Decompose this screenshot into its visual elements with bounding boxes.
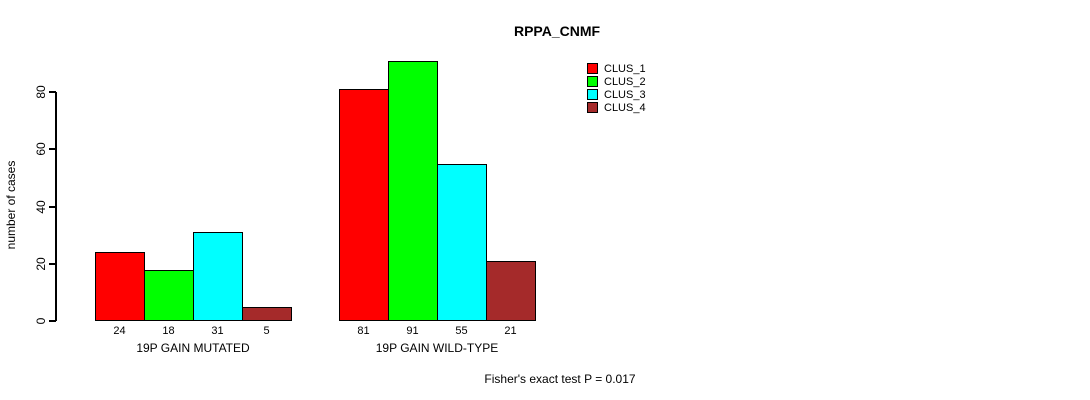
legend-label: CLUS_1 [604, 62, 646, 75]
y-tick-label: 60 [34, 142, 48, 156]
fisher-test-annotation: Fisher's exact test P = 0.017 [484, 372, 636, 386]
bar-clus_2 [144, 270, 194, 321]
bar-clus_2 [388, 61, 438, 321]
legend-label: CLUS_4 [604, 101, 646, 114]
y-axis-line [55, 92, 57, 321]
bar-clus_4 [486, 261, 536, 321]
legend-row: CLUS_4 [587, 101, 646, 114]
bar-value-label: 18 [162, 325, 175, 337]
bar-clus_3 [437, 164, 487, 321]
bar-value-label: 31 [211, 325, 224, 337]
legend-label: CLUS_3 [604, 88, 646, 101]
y-tick [49, 206, 56, 208]
bar-clus_4 [242, 307, 292, 321]
bar-value-label: 81 [357, 325, 370, 337]
y-tick-label: 20 [34, 257, 48, 271]
legend-swatch-icon [587, 63, 598, 74]
bar-value-label: 91 [406, 325, 419, 337]
legend-swatch-icon [587, 102, 598, 113]
legend-swatch-icon [587, 89, 598, 100]
legend: CLUS_1 CLUS_2 CLUS_3 CLUS_4 [587, 62, 646, 114]
bar-value-label: 24 [113, 325, 126, 337]
legend-label: CLUS_2 [604, 75, 646, 88]
y-tick [49, 148, 56, 150]
bar-value-label: 5 [263, 325, 270, 337]
y-axis-label: number of cases [4, 160, 18, 250]
group-label: 19P GAIN MUTATED [136, 341, 250, 355]
bar-clus_3 [193, 232, 243, 321]
bar-value-label: 55 [455, 325, 468, 337]
bar-clus_1 [339, 89, 389, 321]
y-tick-label: 40 [34, 200, 48, 214]
chart-title: RPPA_CNMF [513, 23, 601, 39]
bar-clus_1 [95, 252, 145, 321]
y-tick-label: 0 [34, 317, 48, 325]
y-tick-label: 80 [34, 85, 48, 99]
y-tick [49, 91, 56, 93]
legend-swatch-icon [587, 76, 598, 87]
legend-row: CLUS_1 [587, 62, 646, 75]
bar-value-label: 21 [504, 325, 517, 337]
legend-row: CLUS_3 [587, 88, 646, 101]
group-label: 19P GAIN WILD-TYPE [375, 341, 499, 355]
y-tick [49, 263, 56, 265]
legend-row: CLUS_2 [587, 75, 646, 88]
y-tick [49, 320, 56, 322]
